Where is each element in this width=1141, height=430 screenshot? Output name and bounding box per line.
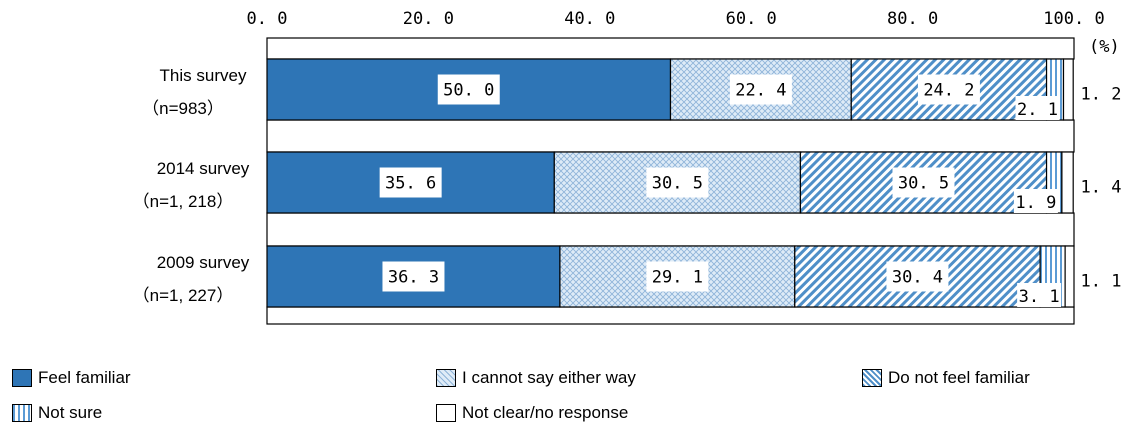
data-label: 2. 1 [1017,100,1058,120]
data-label-box [1017,283,1062,307]
data-label-box [729,74,792,105]
data-label: 50. 0 [443,81,494,101]
x-tick-label: 0. 0 [247,9,288,29]
category-sample-size: （n=1, 218） [133,192,234,211]
data-label: 29. 1 [652,268,703,288]
legend-item: Not clear/no response [436,403,628,423]
data-label-box [379,167,442,198]
data-label-box [892,167,955,198]
spacer-row [266,212,1075,247]
data-label: 30. 5 [652,174,703,194]
category-sample-size: （n=983） [142,99,224,118]
legend-label: Do not feel familiar [888,368,1030,387]
bar-segment [1064,245,1075,308]
data-label: 36. 3 [388,268,439,288]
data-label: 30. 5 [898,174,949,194]
legend-item: Not sure [12,403,102,423]
data-label: 1. 2 [1081,85,1122,105]
legend-label: I cannot say either way [462,368,636,387]
category-label: 2009 survey [157,253,250,272]
legend-swatch [12,369,32,387]
legend-swatch [436,404,456,422]
x-tick-label: 60. 0 [726,9,777,29]
data-label-box [646,261,709,292]
data-label: 1. 1 [1081,272,1122,292]
stacked-bar-chart: 0. 0 20. 0 40. 0 60. 0 80. 0 100. 0 (%) 50. 0… [133,9,1122,325]
x-tick-label: 80. 0 [887,9,938,29]
bar-segment [1062,58,1074,121]
legend-item: I cannot say either way [436,368,636,388]
unit-label: (%) [1089,37,1120,57]
category-labels: This survey （n=983） 2014 survey （n=1, 218） 2… [133,66,250,305]
category-label: This survey [160,66,247,85]
data-label: 30. 4 [892,268,943,288]
data-label-box [1013,189,1058,213]
category-sample-size: （n=1, 227） [133,286,234,305]
bar-segment [1061,151,1074,214]
spacer-row [266,37,1075,60]
data-label: 1. 9 [1015,193,1056,213]
data-label: 3. 1 [1019,287,1060,307]
data-label: 1. 4 [1081,178,1122,198]
legend-swatch [12,404,32,422]
data-label-box [886,261,949,292]
x-tick-label: 20. 0 [403,9,454,29]
legend-item: Feel familiar [12,368,131,388]
spacer-row [266,306,1075,325]
x-axis-ticks: 0. 0 20. 0 40. 0 60. 0 80. 0 100. 0 [247,9,1105,29]
legend-swatch [436,369,456,387]
x-tick-label: 40. 0 [564,9,615,29]
legend-label: Feel familiar [38,368,131,387]
data-label: 35. 6 [385,174,436,194]
data-label-box [437,74,500,105]
data-label: 24. 2 [923,81,974,101]
legend-item: Do not feel familiar [862,368,1030,388]
legend-swatch [862,369,882,387]
legend-label: Not clear/no response [462,403,629,422]
bar-segment [266,151,555,214]
data-label-box [382,261,445,292]
legend-label: Not sure [38,403,103,422]
data-label: 22. 4 [735,81,786,101]
data-label-box [1015,96,1060,120]
data-label-box [917,74,980,105]
data-label-box [646,167,709,198]
spacer-row [266,119,1075,153]
bars: 50. 0 22. 4 24. 2 2. 1 1. 2 35. 6 30. 5 30. 5 1.… [266,58,1122,308]
category-label: 2014 survey [157,159,250,178]
x-tick-label: 100. 0 [1043,9,1104,29]
